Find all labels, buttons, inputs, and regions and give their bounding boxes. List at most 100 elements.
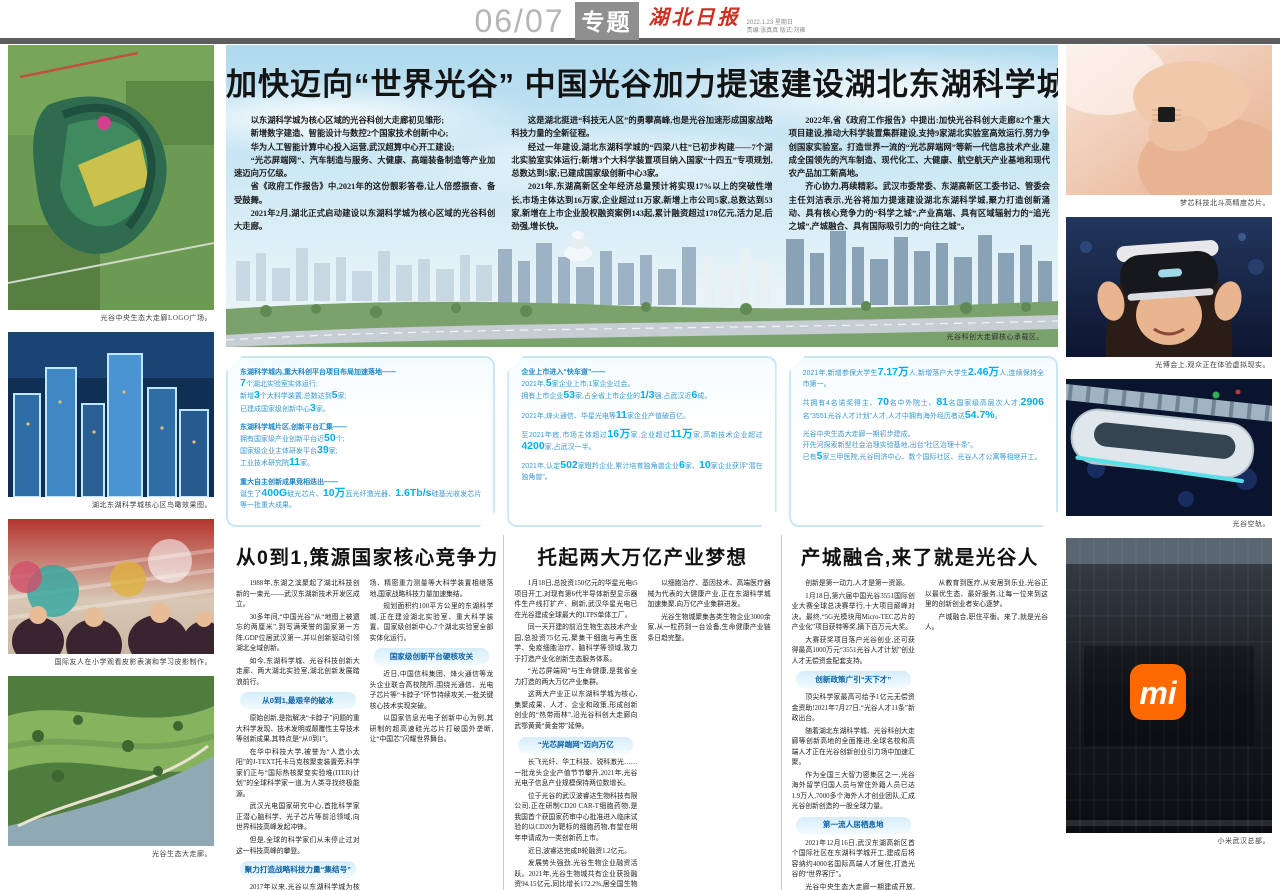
article-paragraph: 近日,波睿达完成B轮融资1.2亿元。 <box>527 847 632 855</box>
article-paragraph: 2017年以来,光谷以东湖科学城为核心集中布局重大科技基础设施,脉冲强磁场、精密… <box>249 580 494 890</box>
stats-line: 国家级企业主体研发平台39家; <box>240 445 481 457</box>
stat-text: 家企业获评“潜在独角兽”。 <box>521 463 763 482</box>
article-paragraph: 1月18日,第六届中国光谷3551国际创业大赛全球总决赛举行,十大项目巅峰对决。… <box>791 592 915 632</box>
section-label: 专题 <box>574 2 639 40</box>
stat-number: 7 <box>240 377 246 390</box>
aerial-green-logo-photo <box>8 45 214 310</box>
stat-text: 已建成国家级创新中心 <box>240 405 310 413</box>
stats-block: 2021年,认定502家瞪羚企业,累计培育独角兽企业6家、10家企业获评“潜在独… <box>521 460 762 483</box>
article-paragraph: 从教育到医疗,从安居到乐业,光谷正以最优生态、最好服务,让每一位来到这里的创新创… <box>924 580 1048 609</box>
stat-number: 50 <box>324 431 336 444</box>
stats-block: 2021年,烽火通信、华星光电等11家企业产值破百亿。 <box>521 410 762 422</box>
photo-caption: 光谷中央生态大走廊LOGO广场。 <box>100 314 212 322</box>
article-paragraph: 以细胞治疗、基因技术、高端医疗器械为代表的大健康产业,正在东湖科学城加速集聚,向… <box>647 580 771 609</box>
stat-text: 瓦光纤激光器、 <box>345 490 396 498</box>
stats-block: 重大自主创新成果竞相迭出—— 诞生了400G硅光芯片、10万瓦光纤激光器、1.6T… <box>240 477 481 512</box>
stats-line: 东湖科学城片区,创新平台汇集—— <box>240 422 481 433</box>
svg-text:mi: mi <box>1139 675 1177 711</box>
stats-line: 7个湖北实验室实体运行; <box>240 378 481 390</box>
article-paragraph: 武汉光电国家研究中心,首批科学家正潜心脑科学、光子芯片等前沿领域,向世界科技高峰… <box>236 803 360 832</box>
hero-section: 加快迈向“世界光谷” 中国光谷加力提速建设湖北东湖科学城 以东湖科学城为核心区域… <box>226 45 1058 347</box>
article-subhead: 聚力打造战略科技力量“集结号” <box>240 861 356 878</box>
intro-paragraph: “光芯屏端网”、汽车制造与服务、大健康、高端装备制造等产业加速迈向万亿级。 <box>234 155 496 179</box>
article-paragraph: 光谷生物城聚集各类生物企业3000余家,从一粒药到一台设备,生命健康产业链条日趋… <box>647 613 771 642</box>
header-rule <box>0 38 1280 44</box>
intro-paragraph: 以东湖科学城为核心区域的光谷科创大走廊初见雏形; <box>250 116 445 125</box>
article-subhead: “光芯屏端网”迈向万亿 <box>518 736 634 754</box>
photo-caption: 湖北东湖科学城核心区鸟瞰效果图。 <box>92 501 212 509</box>
stats-line: 拥有国家级产业创新平台近50个; <box>240 433 481 445</box>
stat-text: 家企业产值破百亿。 <box>626 412 690 420</box>
stat-text: 光谷中央生态大走廊一期初步建成。 <box>802 430 915 438</box>
stat-text: 家,占武汉一半。 <box>544 443 596 451</box>
stat-text: 家企业上市,1家企业过会。 <box>551 381 635 389</box>
chip-fingers-photo <box>1066 45 1272 195</box>
stats-block: 至2021年底,市场主体超过16万家,企业超过11万家,高新技术企业超过 4200… <box>521 429 762 453</box>
stat-text: 家瞪羚企业,累计培育独角兽企业 <box>577 463 679 471</box>
photo-caption: 小米武汉总部。 <box>1217 837 1270 845</box>
article-body: 1月18日,总投资150亿元的华星光电t5项目开工,对现有第6代半导体新型显示器… <box>514 579 770 890</box>
stat-number: 11 <box>289 456 301 469</box>
stat-text: 重大自主创新成果竞相迭出—— <box>240 478 338 486</box>
article-paragraph: 但是,全球的科学家们从未停止过对这一科技高峰的攀登。 <box>236 836 360 855</box>
stat-text: 东湖科学城片区,创新平台汇集—— <box>240 423 347 431</box>
stats-line: 已建成国家级创新中心3家。 <box>240 403 481 415</box>
stat-text: 家,占全省上市企业的 <box>575 393 640 401</box>
intro-paragraph: 华为人工智能计算中心投入运营,武汉超算中心开工建设; <box>250 142 455 152</box>
stats-infographic: 东湖科学城内,重大科创平台项目布局加速落地—— 7个湖北实验室实体运行; 新增3个大… <box>226 356 1058 527</box>
intro-paragraph: 新增数字建造、智能设计与数控2个国家技术创新中心; <box>250 129 449 139</box>
stat-text: 家。 <box>300 460 315 468</box>
stat-text: 人,连续保持全市第一。 <box>802 370 1044 389</box>
intro-column: 这是湖北挺进“科技无人区”的勇攀高峰,也是光谷加速形成国家战略科技力量的全新征程… <box>511 114 772 233</box>
stat-text: 2021年,认定 <box>521 463 561 471</box>
intro-paragraph: 经过一年建设,湖北东湖科学城的“四梁八柱”已初步构建——7个湖北实验室实体运行;… <box>511 142 773 179</box>
stat-number: 2906 <box>1020 396 1044 409</box>
stat-text: 名“3551光谷人才计划”人才,人才中拥有海外经历者达 <box>802 412 965 420</box>
date-line: 2022.1.23 星期日 <box>746 19 793 26</box>
stat-number: 502 <box>560 459 578 472</box>
page-header: 06/07 专题 湖北日报 2022.1.23 星期日 责编:张真真 版式:刘雍 <box>0 0 1280 40</box>
stats-line: 工业技术研究院11家。 <box>240 457 481 469</box>
stat-number: 81 <box>936 396 948 409</box>
stats-panel: 2021年,新增参保大学生7.17万人,新增落户大学生2.46万人,连续保持全市… <box>789 356 1058 527</box>
stat-text: 新增 <box>240 393 254 401</box>
stat-number: 10万 <box>322 486 346 499</box>
stat-number: 5 <box>545 377 552 390</box>
stat-number: 16万 <box>607 427 631 440</box>
article-subhead: 第一流人居栖息地 <box>795 816 911 834</box>
intro-paragraph: 2022年,省《政府工作报告》中提出:加快光谷科创大走廊82个重大项目建设,推动… <box>788 116 1050 179</box>
main-headline: 加快迈向“世界光谷” 中国光谷加力提速建设湖北东湖科学城 <box>226 67 1058 102</box>
photo-caption: 梦芯科技北斗高精度芯片。 <box>1180 199 1270 207</box>
article-paragraph: 规划面积约100平方公里的东湖科学城,正在建设湖北实验室、重大科学装置、国家级创… <box>369 603 494 642</box>
stats-panel: 企业上市进入“快车道”—— 2021年,5家企业上市,1家企业过会。 拥有上市企业5… <box>507 356 776 527</box>
article-paragraph: 如今,东湖科学城、光谷科技创新大走廊、两大湖北实验室,湖北创新发展踏浪前行。 <box>236 657 360 686</box>
article-body: 1988年,东湖之滨聚起了湖北科技创新的一束光——武汉东湖新技术开发区成立。 30… <box>236 579 493 890</box>
panorama-caption: 光谷科创大走廊核心承载区。 <box>946 333 1044 341</box>
article-paragraph: 随着湖北东湖科学城、光谷科创大走廊等创新高地的全面推进,全球名校和高端人才正在光… <box>791 727 915 767</box>
stats-line: 东湖科学城内,重大科创平台项目布局加速落地—— <box>240 367 481 378</box>
intro-column: 以东湖科学城为核心区域的光谷科创大走廊初见雏形; 新增数字建造、智能设计与数控2个… <box>234 114 495 233</box>
stat-text: 硅基光收发芯片等一批重大成果。 <box>240 490 482 509</box>
stats-block: 共拥有4名诺奖得主、70名中外院士、81名国家级高层次人才,2906 名“3551… <box>803 397 1044 421</box>
city-render-photo <box>8 332 214 497</box>
stats-line: 拥有上市企业53家,占全省上市企业的1/3强,占武汉近6成。 <box>521 390 762 402</box>
stat-text: 2021年, <box>521 381 546 389</box>
article-paragraph: 近日,中国信科集团、烽火通信等龙头企业联合高校院所,围绕光通信、光电子芯片等“卡… <box>369 671 494 710</box>
stats-block: 东湖科学城片区,创新平台汇集—— 拥有国家级产业创新平台近50个; 国家级企业主体研… <box>240 422 481 470</box>
stat-text: 家。 <box>315 405 330 413</box>
stat-text: 诞生了 <box>240 490 262 498</box>
left-photo-column: 光谷中央生态大走廊LOGO广场。 湖北东湖科学城核心区鸟瞰效果图。 国际友人在小… <box>8 45 214 868</box>
stat-text: 工业技术研究院 <box>240 460 289 468</box>
article-subhead: 国家级创新平台硬核攻关 <box>373 648 490 666</box>
stat-text: 开先河探索新型社会治理实验基地,出台“社区治理十条”。 <box>802 441 978 449</box>
stat-number: 6 <box>678 459 685 472</box>
stat-number: 70 <box>877 396 889 409</box>
stats-block: 企业上市进入“快车道”—— 2021年,5家企业上市,1家企业过会。 拥有上市企业5… <box>521 367 762 403</box>
article-paragraph: 长飞光纤、华工科技、锐科激光……一批龙头企业产值节节攀升,2021年,光谷光电子… <box>514 759 638 788</box>
stat-number: 11万 <box>670 427 694 440</box>
article-paragraph: 作为全国三大智力密集区之一,光谷海外留学归国人员与常住外籍人员已达1.9万人,7… <box>791 771 915 811</box>
stat-text: 2021年,烽火通信、华星光电等 <box>521 412 616 420</box>
stat-number: 39 <box>317 444 329 457</box>
stat-text: 企业上市进入“快车道”—— <box>521 369 606 376</box>
intro-paragraph: 2021年2月,湖北正式启动建设以东湖科学城为核心区域的光谷科创大走廊。 <box>234 208 496 232</box>
